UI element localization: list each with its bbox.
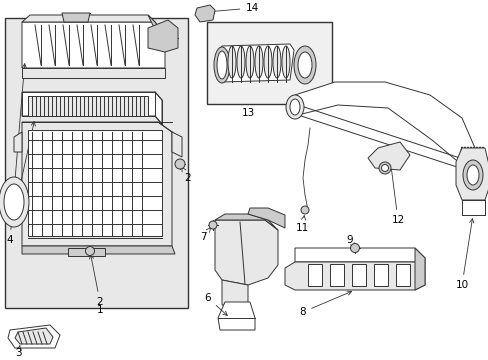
Ellipse shape [289,99,299,115]
Text: 6: 6 [204,293,227,315]
Text: 7: 7 [199,228,210,242]
Ellipse shape [227,46,236,78]
Polygon shape [62,13,90,22]
Polygon shape [148,15,164,40]
Ellipse shape [282,46,289,78]
Bar [5,18,187,308]
Ellipse shape [0,177,29,227]
Ellipse shape [378,162,390,174]
Polygon shape [218,302,254,330]
Polygon shape [294,82,474,168]
Polygon shape [14,132,22,152]
Text: 13: 13 [241,108,254,118]
Bar [307,264,321,286]
Text: 9: 9 [346,235,354,248]
Polygon shape [414,248,424,290]
Polygon shape [22,68,164,78]
Ellipse shape [350,243,359,252]
Text: 8: 8 [299,291,351,317]
Text: 1: 1 [97,305,103,315]
Ellipse shape [85,247,94,256]
Ellipse shape [297,52,311,78]
Text: 2: 2 [89,255,103,307]
Ellipse shape [460,147,463,177]
Ellipse shape [217,51,226,79]
Polygon shape [68,248,105,256]
Ellipse shape [175,159,184,169]
Polygon shape [195,5,215,22]
Polygon shape [218,44,293,82]
Ellipse shape [208,221,217,229]
Polygon shape [22,22,164,68]
Polygon shape [22,122,172,246]
Ellipse shape [214,47,229,83]
Polygon shape [8,325,60,348]
Bar [395,264,409,286]
Polygon shape [172,132,182,157]
Text: 5: 5 [15,122,35,200]
Text: 3: 3 [15,345,21,358]
Ellipse shape [285,95,304,119]
Bar [28,96,148,116]
Polygon shape [15,328,53,344]
Polygon shape [247,208,285,228]
Ellipse shape [254,46,263,78]
Ellipse shape [462,160,482,190]
Ellipse shape [468,147,471,177]
Bar [206,22,331,104]
Polygon shape [285,262,424,290]
Text: 14: 14 [209,3,258,13]
Text: 4: 4 [7,64,26,245]
Text: 10: 10 [454,219,473,290]
Text: 12: 12 [388,162,404,225]
Ellipse shape [466,165,478,185]
Polygon shape [222,280,247,305]
Ellipse shape [4,184,24,220]
Bar [351,264,365,286]
Ellipse shape [474,147,478,177]
Ellipse shape [463,147,466,177]
Ellipse shape [272,46,281,78]
Polygon shape [215,220,278,285]
Ellipse shape [293,46,315,84]
Polygon shape [22,15,155,22]
Ellipse shape [301,206,308,214]
Polygon shape [215,214,278,230]
Ellipse shape [471,147,474,177]
Polygon shape [22,92,162,124]
Ellipse shape [237,46,244,78]
Ellipse shape [481,147,484,177]
Polygon shape [22,246,175,254]
Ellipse shape [264,46,271,78]
Ellipse shape [381,165,387,171]
Polygon shape [367,142,409,170]
Ellipse shape [245,46,253,78]
Ellipse shape [466,147,468,177]
Polygon shape [148,20,178,52]
Ellipse shape [478,147,481,177]
Bar [28,130,162,236]
Polygon shape [455,148,488,200]
Text: 11: 11 [295,216,308,233]
Text: 2: 2 [182,167,191,183]
Bar [373,264,387,286]
Polygon shape [294,248,424,268]
Bar [329,264,343,286]
